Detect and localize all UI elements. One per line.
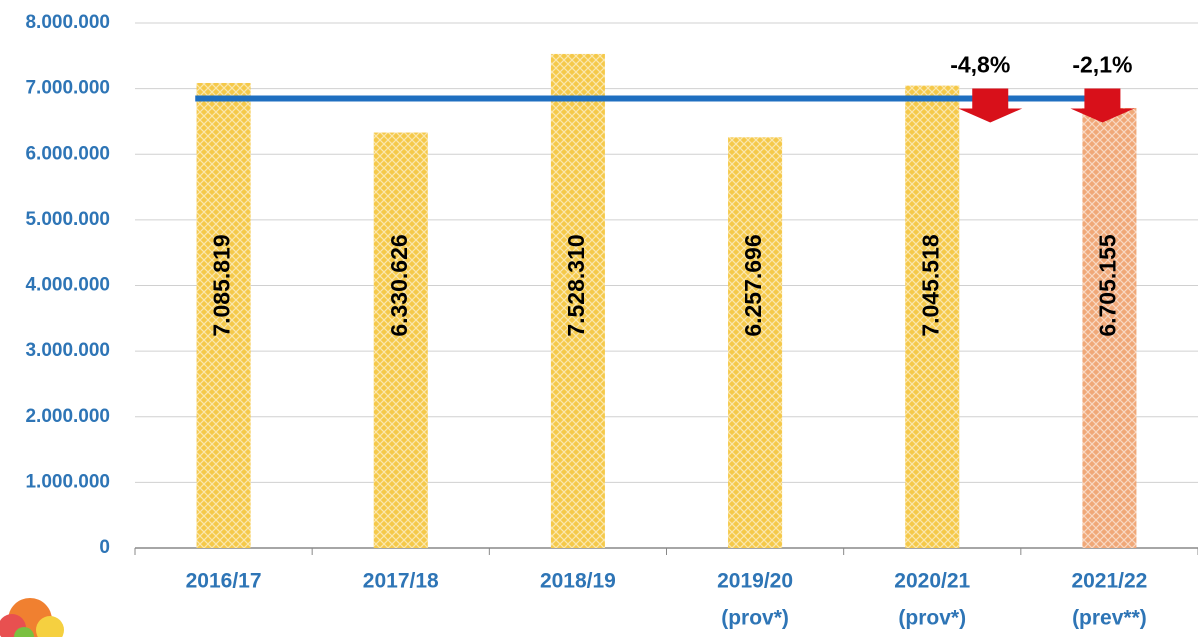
bar-hatch <box>373 132 428 548</box>
bar-hatch <box>196 82 251 548</box>
x-tick-label: (prov*) <box>721 607 789 630</box>
arrow-body <box>1084 88 1121 109</box>
x-tick-label: 2017/18 <box>363 570 439 593</box>
x-tick-label: 2018/19 <box>540 570 616 593</box>
bar-hatch <box>905 85 960 548</box>
y-tick-label: 0 <box>99 537 110 558</box>
x-tick-label: (prov*) <box>898 607 966 630</box>
down-arrow <box>958 88 1023 123</box>
value-label: 6.705.155 <box>1094 234 1120 337</box>
x-tick-label: 2019/20 <box>717 570 793 593</box>
x-tick-label: 2016/17 <box>186 570 262 593</box>
value-label: 7.528.310 <box>563 234 589 336</box>
bar-hatch <box>728 137 783 549</box>
x-tick-label: 2020/21 <box>894 570 970 593</box>
y-tick-label: 4.000.000 <box>25 275 110 296</box>
y-tick-label: 7.000.000 <box>25 78 110 99</box>
x-tick-label: 2021/22 <box>1071 570 1147 593</box>
fruit-icon <box>0 598 64 637</box>
x-tick-label: (prev**) <box>1072 607 1147 630</box>
y-tick-label: 2.000.000 <box>25 406 110 427</box>
value-label: 7.045.518 <box>917 234 943 337</box>
y-tick-label: 8.000.000 <box>25 12 110 33</box>
bar-hatch <box>1082 107 1137 548</box>
value-label: 6.257.696 <box>740 234 766 336</box>
arrow-head <box>1070 108 1135 123</box>
y-tick-label: 5.000.000 <box>25 209 110 230</box>
value-label: 6.330.626 <box>386 234 412 336</box>
bar-hatch <box>550 53 605 549</box>
annotation: -2,1% <box>1072 52 1132 78</box>
down-arrow <box>1070 88 1135 123</box>
y-tick-label: 6.000.000 <box>25 143 110 164</box>
value-label: 7.085.819 <box>209 234 235 336</box>
arrow-body <box>972 88 1009 109</box>
arrow-head <box>958 108 1023 123</box>
y-tick-label: 3.000.000 <box>25 340 110 361</box>
y-tick-label: 1.000.000 <box>25 471 110 492</box>
annotation: -4,8% <box>950 52 1010 78</box>
